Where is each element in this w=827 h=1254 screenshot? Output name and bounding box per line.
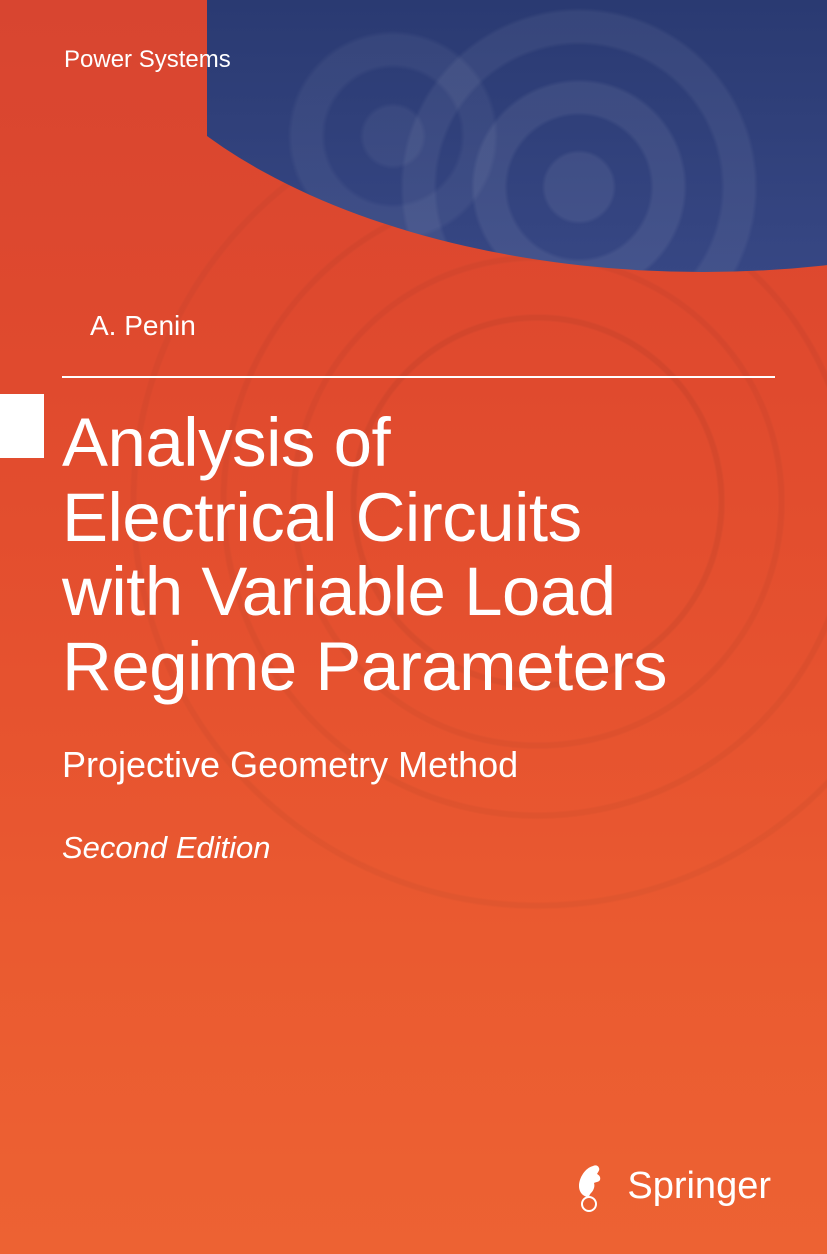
author-name: A. Penin (90, 310, 196, 342)
title-line: with Variable Load (62, 553, 616, 630)
title-line: Electrical Circuits (62, 479, 582, 556)
book-subtitle: Projective Geometry Method (62, 744, 775, 786)
springer-horse-icon (565, 1160, 613, 1212)
title-line: Analysis of (62, 404, 390, 481)
book-title: Analysis of Electrical Circuits with Var… (62, 406, 775, 704)
title-line: Regime Parameters (62, 628, 667, 705)
book-cover: Power Systems A. Penin Analysis of Elect… (0, 0, 827, 1254)
accent-bar (0, 394, 44, 458)
background-blue-panel (207, 0, 827, 340)
series-label: Power Systems (64, 46, 231, 74)
edition-label: Second Edition (62, 830, 775, 866)
title-block: Analysis of Electrical Circuits with Var… (62, 376, 775, 866)
publisher-block: Springer (565, 1160, 771, 1212)
publisher-name: Springer (627, 1165, 771, 1208)
